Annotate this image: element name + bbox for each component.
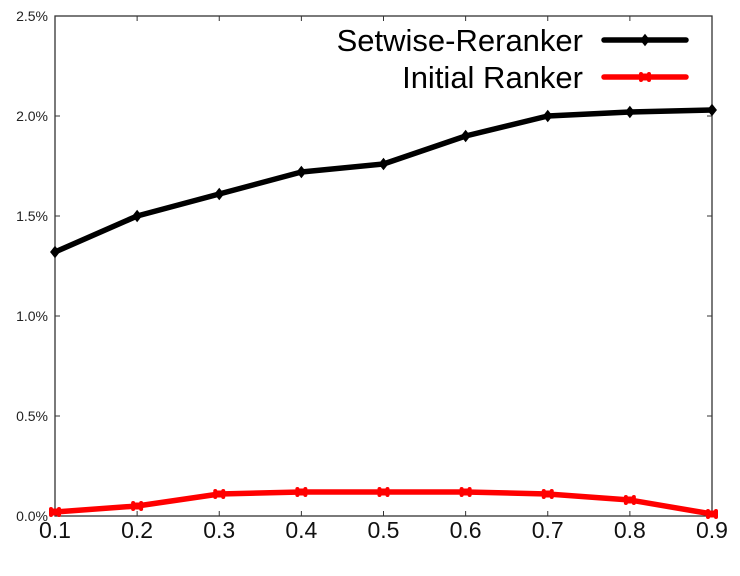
x-tick-label: 0.6 xyxy=(450,517,482,543)
x-marker-icon xyxy=(131,501,144,511)
x-tick-label: 0.9 xyxy=(696,517,728,543)
legend-label: Setwise-Reranker xyxy=(337,23,583,58)
y-tick-label: 2.5% xyxy=(16,8,48,24)
diamond-marker-icon xyxy=(460,129,471,143)
legend-label: Initial Ranker xyxy=(402,60,583,95)
x-tick-label: 0.8 xyxy=(614,517,646,543)
y-tick-label: 0.0% xyxy=(16,508,48,524)
diamond-marker-icon xyxy=(707,103,717,117)
x-marker-part xyxy=(640,73,650,81)
series-setwise-reranker xyxy=(50,103,717,259)
x-marker-part xyxy=(542,490,553,498)
x-marker-part xyxy=(460,488,471,496)
diamond-marker-icon xyxy=(640,33,650,47)
x-marker-icon xyxy=(295,487,308,497)
x-marker-part xyxy=(707,510,717,518)
x-marker-icon xyxy=(623,495,636,505)
x-tick-label: 0.7 xyxy=(532,517,564,543)
diamond-marker-icon xyxy=(50,245,60,259)
y-axis: 0.0% 0.5% 1.0% 1.5% 2.0% 2.5% xyxy=(16,8,712,524)
diamond-marker-icon xyxy=(132,209,143,223)
diamond-marker-icon xyxy=(296,165,307,179)
legend-item: Setwise-Reranker xyxy=(337,23,689,58)
plot-border xyxy=(54,15,713,517)
x-marker-icon xyxy=(639,72,651,82)
x-tick-label: 0.3 xyxy=(203,517,235,543)
series-initial-ranker xyxy=(49,487,718,519)
x-marker-part xyxy=(214,490,225,498)
y-tick-label: 1.0% xyxy=(16,308,48,324)
x-marker-part xyxy=(378,488,389,496)
diamond-marker-icon xyxy=(214,187,225,201)
y-tick-label: 1.5% xyxy=(16,208,48,224)
x-marker-icon xyxy=(213,489,226,499)
x-marker-icon xyxy=(459,487,472,497)
x-tick-label: 0.4 xyxy=(285,517,317,543)
y-tick-label: 0.5% xyxy=(16,408,48,424)
diamond-marker-icon xyxy=(542,109,553,123)
x-marker-icon xyxy=(541,489,554,499)
x-tick-label: 0.5 xyxy=(368,517,400,543)
x-marker-icon xyxy=(377,487,390,497)
x-marker-icon xyxy=(49,507,61,517)
legend-item: Initial Ranker xyxy=(402,60,689,95)
series-line xyxy=(52,107,715,255)
x-marker-part xyxy=(50,508,60,516)
x-axis: 0.1 0.2 0.3 0.4 0.5 0.6 0.7 0.8 0.9 xyxy=(39,16,728,543)
x-tick-label: 0.1 xyxy=(39,517,71,543)
diamond-marker-icon xyxy=(378,157,389,171)
x-tick-label: 0.2 xyxy=(121,517,153,543)
x-marker-part xyxy=(624,496,635,504)
x-marker-part xyxy=(132,502,143,510)
diamond-marker-icon xyxy=(624,105,635,119)
y-tick-label: 2.0% xyxy=(16,108,48,124)
x-marker-part xyxy=(296,488,307,496)
series-layer xyxy=(49,103,718,519)
x-marker-icon xyxy=(706,509,718,519)
plot-frame xyxy=(54,15,713,517)
